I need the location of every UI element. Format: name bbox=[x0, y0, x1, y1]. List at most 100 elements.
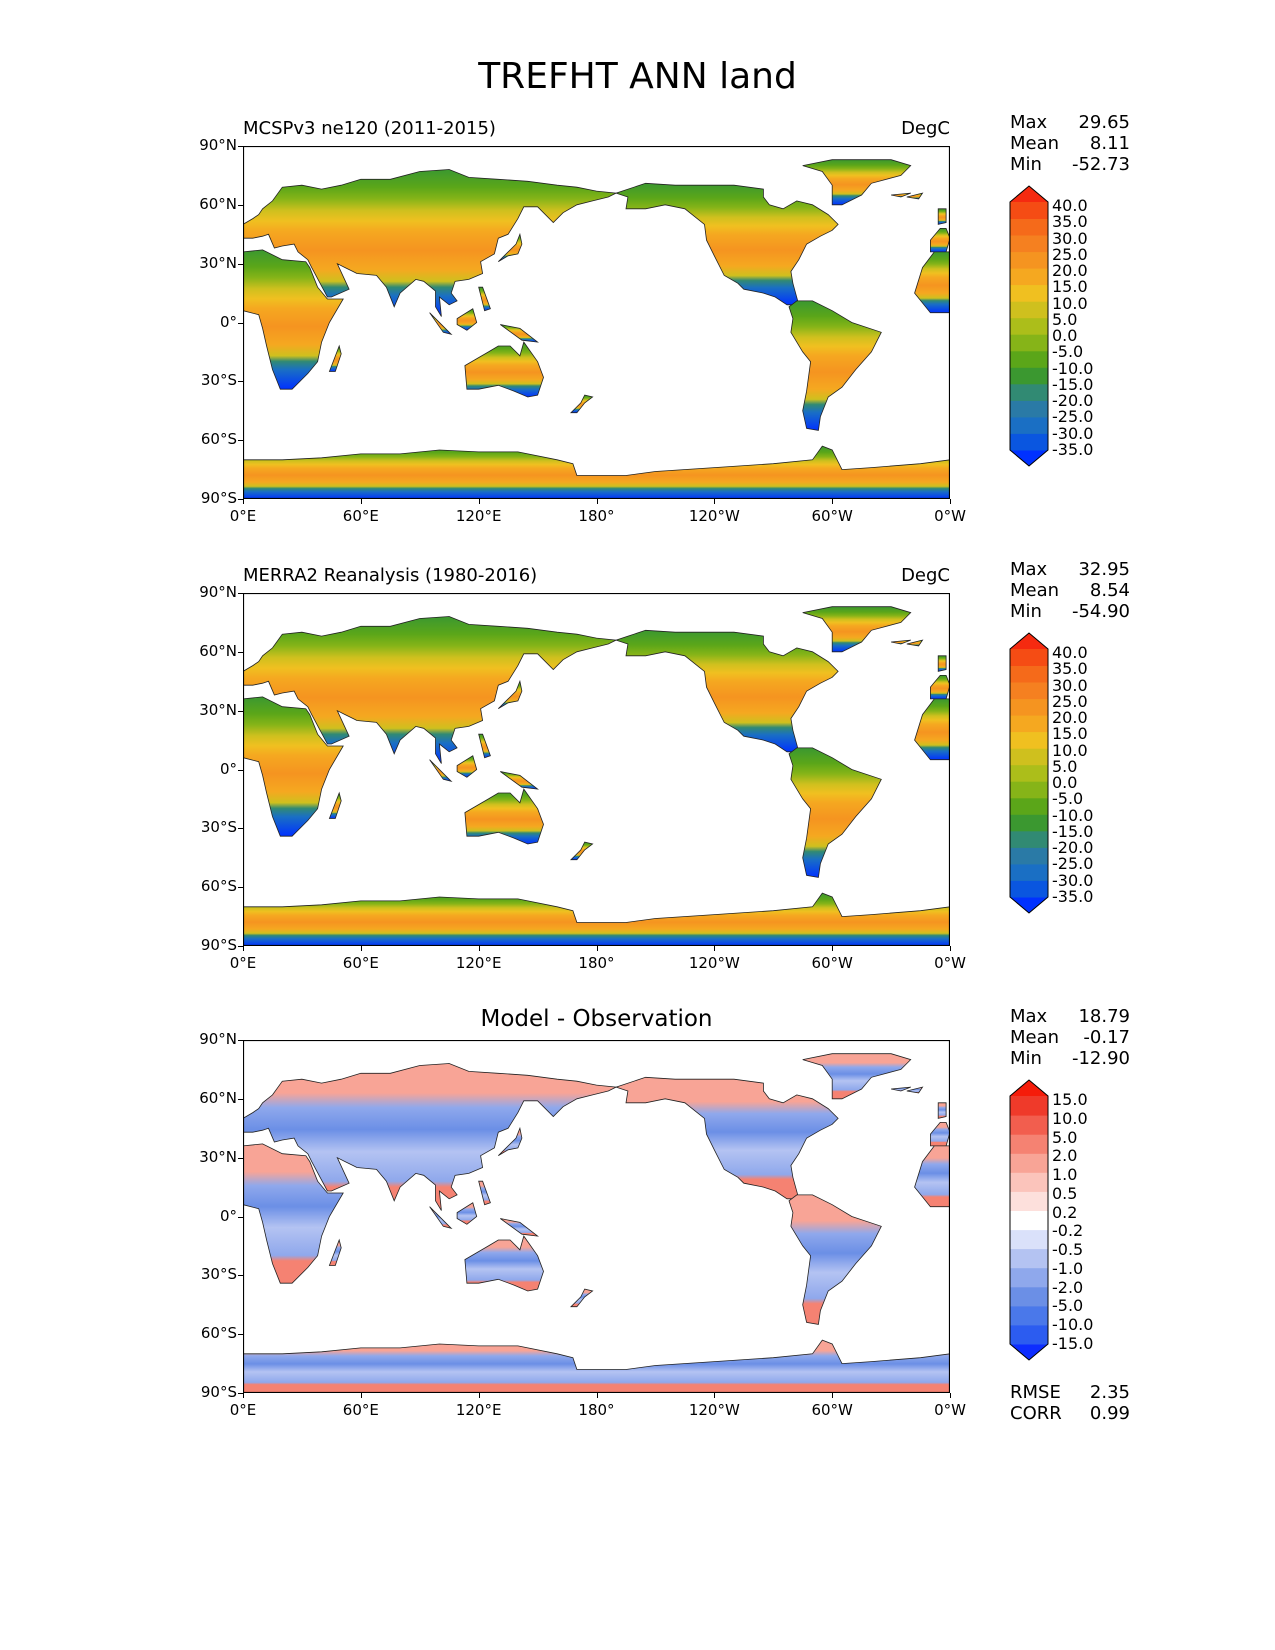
colorbar-tick-label: -2.0 bbox=[1052, 1277, 1084, 1297]
landmass-japan bbox=[498, 232, 523, 263]
colorbar-tick-label: 15.0 bbox=[1052, 724, 1088, 744]
colorbar-segment bbox=[1010, 1267, 1048, 1288]
stat-corr-value: 0.99 bbox=[1089, 1403, 1130, 1424]
y-tick-mark bbox=[238, 146, 243, 147]
x-tick-label: 120°W bbox=[688, 1401, 740, 1419]
colorbar-upper-extend bbox=[1010, 633, 1048, 649]
landmass-antarctica bbox=[243, 892, 950, 946]
x-tick-mark bbox=[832, 499, 834, 504]
y-tick-label: 90°S bbox=[200, 936, 237, 954]
colorbar-segment bbox=[1010, 1229, 1048, 1250]
colorbar-segment bbox=[1010, 1172, 1048, 1192]
colorbar-segment bbox=[1010, 698, 1048, 716]
stat-max-value: 32.95 bbox=[1078, 559, 1130, 580]
colorbar-segment bbox=[1010, 682, 1048, 700]
colorbar-tick-label: 2.0 bbox=[1052, 1146, 1078, 1166]
x-tick-mark bbox=[596, 499, 598, 504]
y-tick-label: 30°N bbox=[199, 700, 237, 719]
colorbar-segment bbox=[1010, 400, 1048, 418]
landmass-antarctica bbox=[243, 445, 950, 499]
colorbar-tick-label: 10.0 bbox=[1052, 293, 1088, 313]
x-tick-label: 60°W bbox=[811, 507, 853, 525]
y-tick-label: 90°S bbox=[200, 1383, 237, 1401]
stat-rmse-label: RMSE bbox=[1010, 1382, 1061, 1403]
colorbar-outline bbox=[1009, 632, 1049, 914]
x-tick-label: 120°W bbox=[688, 507, 740, 525]
x-tick-mark bbox=[832, 1393, 834, 1398]
colorbar-segment bbox=[1010, 235, 1048, 253]
colorbar-upper-extend bbox=[1010, 186, 1048, 202]
y-tick-mark bbox=[238, 593, 243, 594]
y-tick-label: 90°N bbox=[199, 136, 237, 154]
landmass-sumatra bbox=[429, 312, 453, 336]
page-title: TREFHT ANN land bbox=[478, 56, 797, 97]
y-tick-label: 60°S bbox=[200, 1324, 237, 1343]
y-tick-label: 90°S bbox=[200, 489, 237, 507]
colorbar bbox=[1009, 632, 1049, 914]
y-tick-mark bbox=[238, 1334, 243, 1336]
stat-max-label: Max bbox=[1010, 112, 1048, 133]
x-tick-label: 0°E bbox=[229, 1401, 257, 1419]
y-tick-label: 0° bbox=[219, 1206, 237, 1225]
colorbar-tick-label: 30.0 bbox=[1052, 228, 1088, 248]
y-tick-label: 30°S bbox=[200, 1265, 237, 1284]
stat-mean-value: 8.54 bbox=[1089, 580, 1130, 601]
landmass-greenland bbox=[802, 1053, 912, 1100]
x-tick-mark bbox=[596, 1393, 598, 1398]
colorbar-segment bbox=[1010, 649, 1048, 666]
landmass-new-zealand bbox=[570, 1288, 594, 1308]
stat-max-label: Max bbox=[1010, 1006, 1048, 1027]
landmass-australia bbox=[464, 788, 544, 845]
map-plot bbox=[243, 1040, 950, 1393]
landmass-iceland bbox=[906, 1086, 924, 1094]
colorbar-tick-label: -35.0 bbox=[1052, 887, 1094, 906]
landmass-west-africa bbox=[914, 1145, 950, 1208]
y-tick-mark bbox=[238, 263, 243, 265]
colorbar-segment bbox=[1010, 1134, 1048, 1154]
y-tick-mark bbox=[238, 1393, 243, 1394]
colorbar-segment bbox=[1010, 1324, 1048, 1345]
stat-min-value: -54.90 bbox=[1071, 601, 1130, 622]
colorbar-tick-label: -5.0 bbox=[1052, 1296, 1084, 1316]
landmass-greenland bbox=[802, 606, 912, 653]
landmass-west-africa bbox=[914, 698, 950, 761]
landmass-ireland-uk bbox=[937, 208, 947, 225]
x-tick-label: 60°W bbox=[811, 954, 853, 972]
colorbar-segment bbox=[1010, 218, 1048, 236]
x-tick-mark bbox=[243, 946, 244, 951]
landmass-western-europe bbox=[930, 1122, 950, 1147]
x-tick-label: 0°W bbox=[934, 507, 966, 525]
landmass-sumatra bbox=[429, 759, 453, 783]
landmass-south-america bbox=[788, 300, 882, 431]
y-tick-mark bbox=[238, 204, 243, 206]
colorbar-tick-label: -35.0 bbox=[1052, 440, 1094, 459]
map-frame bbox=[243, 1040, 950, 1393]
colorbar bbox=[1009, 1079, 1049, 1361]
colorbar-tick-label: 35.0 bbox=[1052, 659, 1088, 679]
y-tick-mark bbox=[238, 381, 243, 383]
colorbar-segment bbox=[1010, 251, 1048, 269]
x-tick-mark bbox=[714, 946, 716, 951]
x-tick-label: 120°E bbox=[455, 507, 502, 525]
colorbar-tick-label: -30.0 bbox=[1052, 423, 1094, 443]
panel-left-title: MCSPv3 ne120 (2011-2015) bbox=[243, 118, 496, 139]
landmass-philippines bbox=[478, 286, 491, 312]
y-tick-mark bbox=[238, 1157, 243, 1159]
x-tick-label: 0°W bbox=[934, 1401, 966, 1419]
stat-corr-label: CORR bbox=[1010, 1403, 1062, 1424]
y-tick-label: 0° bbox=[219, 312, 237, 331]
y-tick-mark bbox=[238, 322, 243, 324]
colorbar-tick-label: -25.0 bbox=[1052, 854, 1094, 874]
x-tick-label: 180° bbox=[578, 954, 615, 972]
x-tick-label: 180° bbox=[578, 507, 615, 525]
x-tick-label: 180° bbox=[578, 1401, 615, 1419]
y-tick-mark bbox=[238, 769, 243, 771]
landmass-western-europe bbox=[930, 228, 950, 253]
colorbar-tick-label: -0.5 bbox=[1052, 1240, 1084, 1260]
stat-min-label: Min bbox=[1010, 1048, 1042, 1069]
x-tick-mark bbox=[360, 1393, 362, 1398]
colorbar-tick-label: -15.0 bbox=[1052, 821, 1094, 841]
colorbar-tick-label: 20.0 bbox=[1052, 708, 1088, 728]
colorbar-segment bbox=[1010, 1153, 1048, 1173]
stat-min-label: Min bbox=[1010, 601, 1042, 622]
